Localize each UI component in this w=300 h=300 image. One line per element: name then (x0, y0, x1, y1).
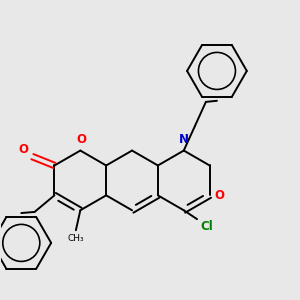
Text: O: O (18, 142, 28, 155)
Text: O: O (76, 133, 86, 146)
Text: O: O (214, 189, 224, 202)
Text: CH₃: CH₃ (68, 233, 84, 242)
Text: N: N (179, 133, 189, 146)
Text: Cl: Cl (200, 220, 213, 233)
